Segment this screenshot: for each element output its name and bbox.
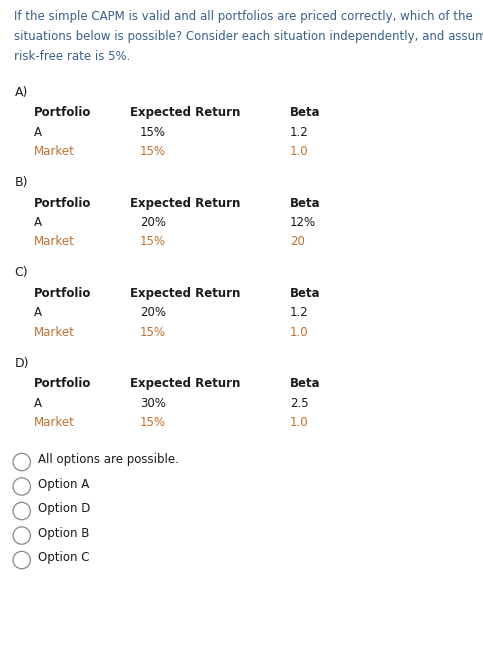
Text: All options are possible.: All options are possible. bbox=[38, 453, 179, 466]
Text: 15%: 15% bbox=[140, 126, 166, 139]
Text: A: A bbox=[34, 126, 42, 139]
Text: Market: Market bbox=[34, 416, 75, 429]
Text: Expected Return: Expected Return bbox=[130, 197, 241, 210]
Text: Market: Market bbox=[34, 326, 75, 339]
Text: A): A) bbox=[14, 86, 28, 99]
Text: Market: Market bbox=[34, 235, 75, 248]
Text: Option A: Option A bbox=[38, 478, 89, 491]
Text: 1.0: 1.0 bbox=[290, 145, 309, 158]
Text: B): B) bbox=[14, 176, 28, 189]
Text: Beta: Beta bbox=[290, 197, 320, 210]
Text: 1.0: 1.0 bbox=[290, 416, 309, 429]
Text: 20%: 20% bbox=[140, 306, 166, 319]
Text: Expected Return: Expected Return bbox=[130, 287, 241, 300]
Text: Beta: Beta bbox=[290, 287, 320, 300]
Text: Beta: Beta bbox=[290, 106, 320, 119]
Text: Option D: Option D bbox=[38, 502, 90, 515]
Text: 1.0: 1.0 bbox=[290, 326, 309, 339]
Text: 15%: 15% bbox=[140, 416, 166, 429]
Text: 1.2: 1.2 bbox=[290, 126, 309, 139]
Text: Portfolio: Portfolio bbox=[34, 287, 91, 300]
Text: 12%: 12% bbox=[290, 216, 316, 229]
Text: Expected Return: Expected Return bbox=[130, 106, 241, 119]
Text: 2.5: 2.5 bbox=[290, 397, 309, 410]
Text: Portfolio: Portfolio bbox=[34, 106, 91, 119]
Text: D): D) bbox=[14, 357, 29, 370]
Text: Option B: Option B bbox=[38, 527, 89, 540]
Text: risk-free rate is 5%.: risk-free rate is 5%. bbox=[14, 50, 131, 63]
Text: 30%: 30% bbox=[140, 397, 166, 410]
Text: A: A bbox=[34, 306, 42, 319]
Text: 20%: 20% bbox=[140, 216, 166, 229]
Text: 15%: 15% bbox=[140, 145, 166, 158]
Text: 15%: 15% bbox=[140, 326, 166, 339]
Text: situations below is possible? Consider each situation independently, and assume : situations below is possible? Consider e… bbox=[14, 30, 483, 43]
Text: 15%: 15% bbox=[140, 235, 166, 248]
Text: Option C: Option C bbox=[38, 551, 89, 564]
Text: If the simple CAPM is valid and all portfolios are priced correctly, which of th: If the simple CAPM is valid and all port… bbox=[14, 10, 473, 23]
Text: C): C) bbox=[14, 266, 28, 279]
Text: 20: 20 bbox=[290, 235, 305, 248]
Text: Portfolio: Portfolio bbox=[34, 197, 91, 210]
Text: Beta: Beta bbox=[290, 377, 320, 390]
Text: 1.2: 1.2 bbox=[290, 306, 309, 319]
Text: Portfolio: Portfolio bbox=[34, 377, 91, 390]
Text: Market: Market bbox=[34, 145, 75, 158]
Text: A: A bbox=[34, 397, 42, 410]
Text: Expected Return: Expected Return bbox=[130, 377, 241, 390]
Text: A: A bbox=[34, 216, 42, 229]
